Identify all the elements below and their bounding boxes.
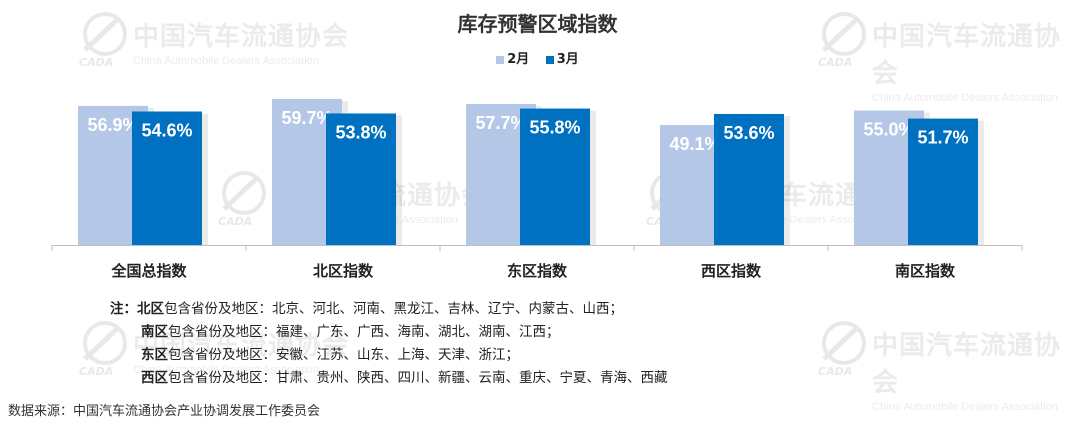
bar-mar [908, 118, 978, 245]
category-label: 西区指数 [701, 262, 762, 280]
legend-label-feb: 2月 [507, 52, 530, 67]
note-row-east: 东区包含省份及地区：安徽、江苏、山东、上海、天津、浙江； [110, 344, 668, 367]
data-label-mar: 53.8% [335, 122, 386, 142]
note-row-south: 南区包含省份及地区：福建、广东、广西、海南、湖北、湖南、江西； [110, 321, 668, 344]
data-label-feb: 56.9% [87, 115, 138, 135]
svg-text:CADA: CADA [818, 365, 852, 377]
data-source: 数据来源：中国汽车流通协会产业协调发展工作委员会 [8, 404, 321, 419]
category-label: 全国总指数 [110, 262, 187, 280]
data-label-feb: 49.1% [669, 134, 720, 154]
note-row-north: 注：北区包含省份及地区：北京、河北、河南、黑龙江、吉林、辽宁、内蒙古、山西； [110, 298, 668, 321]
bar-mar [326, 113, 396, 245]
data-label-feb: 55.0% [863, 120, 914, 140]
legend-swatch-mar [545, 55, 554, 64]
data-label-mar: 55.8% [529, 118, 580, 138]
note-region: 北区 [137, 301, 164, 317]
chart-title: 库存预警区域指数 [457, 12, 618, 36]
data-label-mar: 53.6% [723, 123, 774, 143]
legend-item-feb: 2月 [496, 48, 529, 67]
watermark-en: China Automobile Dealers Association [872, 401, 1058, 413]
category-label: 北区指数 [313, 262, 374, 280]
data-label-feb: 57.7% [475, 113, 526, 133]
cada-logo-icon: CADA [818, 321, 866, 377]
chart-legend: 2月 3月 [0, 48, 1075, 67]
watermark-bottom-right: CADA 中国汽车流通协会 China Automobile Dealers A… [818, 321, 1075, 413]
watermark-cn: 中国汽车流通协会 [872, 331, 1062, 398]
bar-chart: 56.9% 54.6% 全国总指数 59.7%53.8% 北区指数 57.7% 55.8% 东… [51, 99, 1023, 280]
note-prefix: 注： [110, 301, 137, 317]
note-text: 包含省份及地区：甘肃、贵州、陕西、四川、新疆、云南、重庆、宁夏、青海、西藏 [168, 370, 668, 386]
note-text: 包含省份及地区：北京、河北、河南、黑龙江、吉林、辽宁、内蒙古、山西； [164, 301, 623, 317]
category-label: 南区指数 [895, 262, 956, 280]
bar-mar [132, 111, 202, 246]
note-region: 南区 [141, 324, 168, 340]
bar-mar [714, 113, 784, 245]
category-label: 东区指数 [507, 262, 568, 280]
svg-text:CADA: CADA [79, 365, 113, 377]
data-label-feb: 59.7% [281, 108, 332, 128]
notes-block: 注：北区包含省份及地区：北京、河北、河南、黑龙江、吉林、辽宁、内蒙古、山西； 南… [110, 298, 668, 390]
data-label-mar: 51.7% [917, 128, 968, 148]
legend-label-mar: 3月 [556, 52, 579, 67]
data-label-mar: 54.6% [141, 121, 192, 141]
legend-swatch-feb [496, 55, 505, 64]
note-row-west: 西区包含省份及地区：甘肃、贵州、陕西、四川、新疆、云南、重庆、宁夏、青海、西藏 [110, 367, 668, 390]
note-region: 西区 [141, 370, 168, 386]
bar-mar [520, 108, 590, 245]
legend-item-mar: 3月 [545, 48, 579, 67]
note-text: 包含省份及地区：安徽、江苏、山东、上海、天津、浙江； [168, 347, 519, 363]
note-region: 东区 [141, 347, 168, 363]
note-text: 包含省份及地区：福建、广东、广西、海南、湖北、湖南、江西； [168, 324, 560, 340]
